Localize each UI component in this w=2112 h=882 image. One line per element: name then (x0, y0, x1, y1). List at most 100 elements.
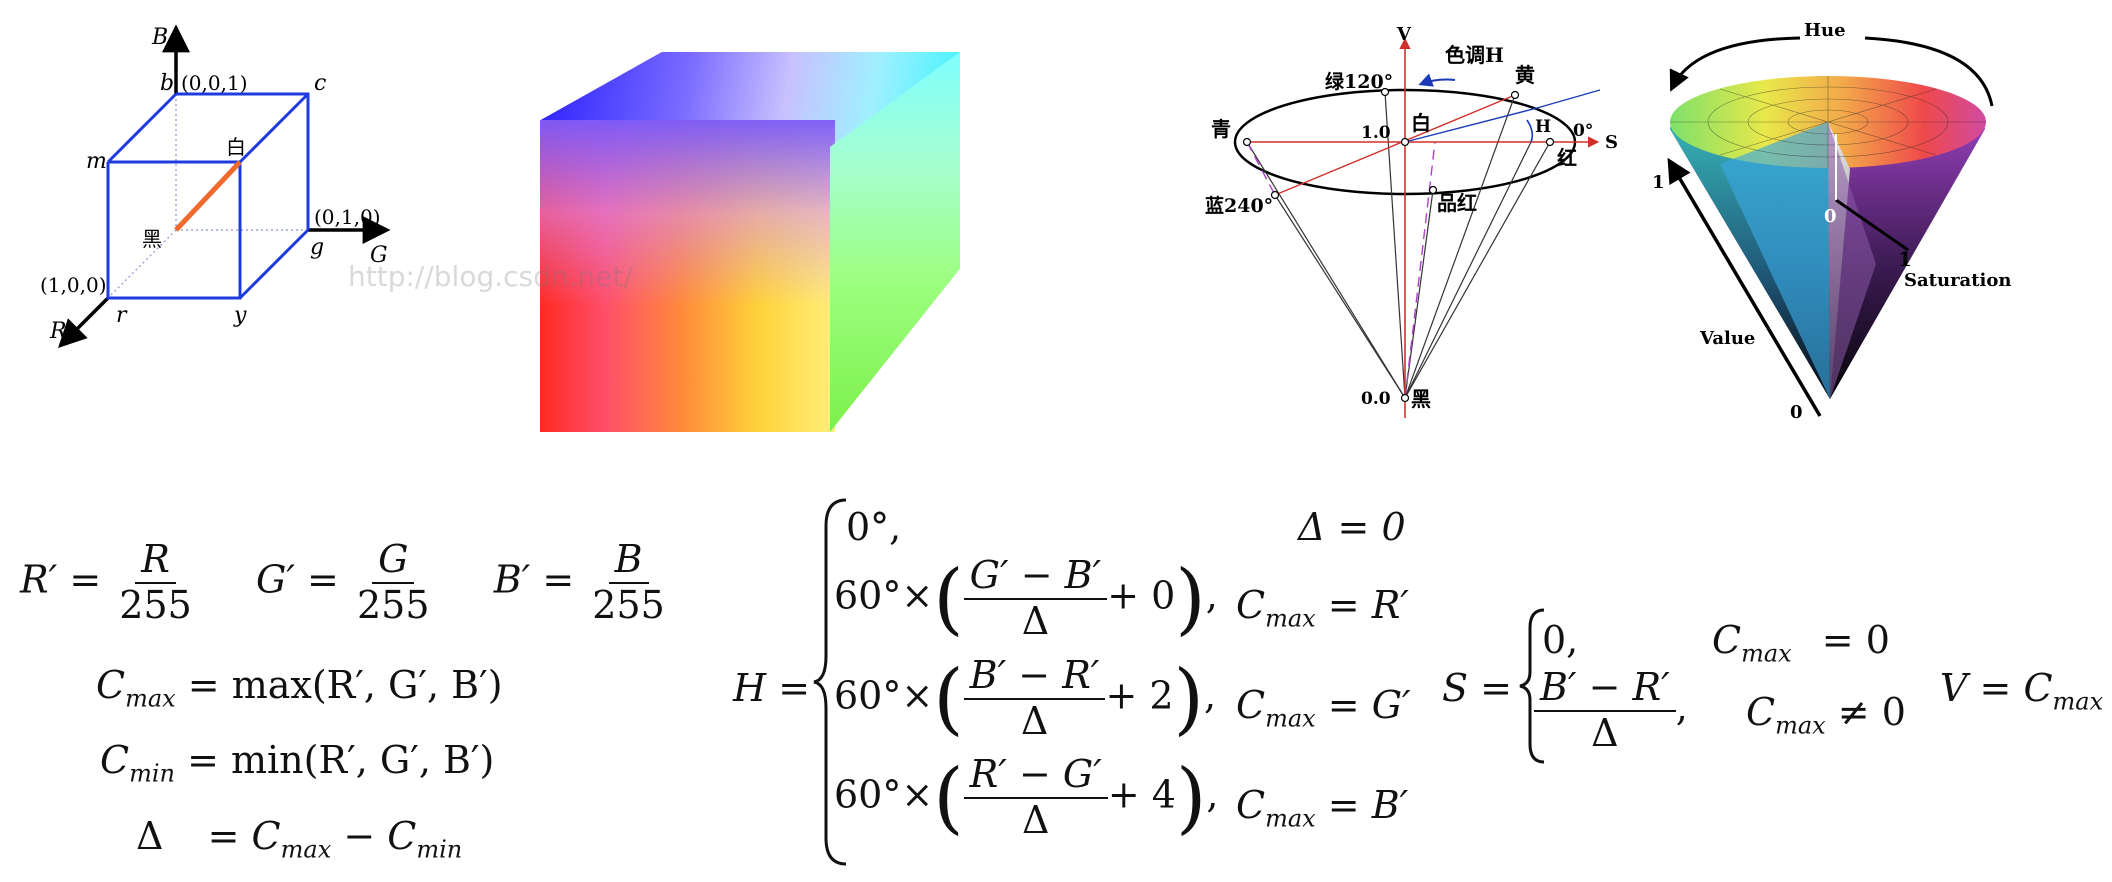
delta-formula: Δ = Cmax − Cmin (136, 814, 462, 864)
hue-h-small: H (1535, 117, 1551, 137)
sat-cond1-rhs: ≠ 0 (1837, 690, 1906, 734)
vertex-g-coord: (0,1,0) (314, 205, 381, 229)
g-axis-label: G (370, 243, 388, 268)
saturation-case-1: B′ − R′ Δ, (1534, 667, 1688, 755)
hue-cond3-cmax: C (1236, 783, 1266, 827)
hue-direction-arrow (1418, 73, 1456, 87)
cmax-rhs: = max(R′, G′, B′) (187, 663, 503, 707)
saturation-cond-1: Cmax ≠ 0 (1746, 690, 1906, 740)
delta-rhs-cmin: − C (331, 814, 417, 858)
hue-case1-prefix: 60°× (834, 573, 934, 618)
white-label: 白 (226, 135, 246, 159)
v-axis-label: V (1396, 24, 1412, 45)
value-bottom-label: 0.0 (1361, 389, 1391, 409)
magenta-label: 品红 (1437, 191, 1477, 215)
saturation-label: Saturation (1904, 270, 2011, 291)
hue-case3-prefix: 60°× (834, 772, 934, 817)
hue-case3-denominator: Δ (1022, 797, 1050, 842)
b-axis-label: B (151, 25, 168, 50)
b-denominator: 255 (592, 582, 665, 627)
normalization-formula: R′ = R 255 G′ = G 255 B′ = B 255 (20, 539, 671, 627)
hue-cond3-rhs: = B′ (1327, 783, 1409, 827)
vertex-y-label: y (233, 303, 247, 328)
vertex-dots (1242, 87, 1555, 403)
saturation-fraction: B′ − R′ Δ (1534, 667, 1676, 755)
cube-front-face (540, 120, 835, 432)
hue-cond1-sub: max (1265, 604, 1316, 633)
hue-case2-denominator: Δ (1020, 698, 1049, 743)
center-zero-label: 0 (1824, 206, 1837, 227)
hue-case2-numerator: B′ − R′ (963, 655, 1106, 700)
hue-case-3: 60°×(R′ − G′ Δ + 4), (834, 752, 1219, 843)
paren-open: ( (933, 553, 964, 644)
hsv-cone-diagram: Hue 1 0 1 Saturation Value 0 (1652, 20, 2011, 423)
hsv-hexcone-diagram: V S 色调H 绿120° 黄 青 1.0 白 H 0° 红 蓝240° 品红 … (1205, 24, 1618, 418)
cyan-label: 青 (1211, 117, 1231, 141)
hue-cond3-sub: max (1265, 804, 1316, 833)
cmin-formula: Cmin = min(R′, G′, B′) (100, 738, 494, 788)
value-label: Value (1699, 328, 1755, 349)
hue-case1-numerator: G′ − B′ (963, 555, 1108, 600)
hue-cond2-cmax: C (1236, 683, 1266, 727)
g-fraction: G 255 (351, 539, 436, 627)
sat-cond0-cmax: C (1712, 618, 1742, 662)
cone-lines (1246, 91, 1551, 399)
red-label: 红 (1557, 146, 1577, 170)
vertex-b-coord: (0,0,1) (181, 71, 248, 95)
hue-vector (1404, 107, 1538, 143)
hue-cond-1: Cmax = R′ (1236, 583, 1409, 633)
value-one-label: 1 (1652, 172, 1665, 193)
vertex-c-label: c (314, 71, 326, 96)
watermark-text: http://blog.csdn.net/ (348, 260, 633, 293)
yellow-label: 黄 (1515, 63, 1535, 87)
r-denominator: 255 (119, 582, 192, 627)
saturation-case-0: 0, (1542, 618, 1579, 662)
sat-cond0-rhs: = 0 (1821, 618, 1890, 662)
cmax-subscript: max (125, 684, 176, 713)
saturation-cond-0: Cmax = 0 (1712, 618, 1890, 668)
hue-case-2: 60°×(B′ − R′ Δ + 2), (834, 653, 1217, 744)
sat-cond1-cmax: C (1746, 690, 1776, 734)
hue-cond2-sub: max (1265, 704, 1316, 733)
vertex-r-coord: (1,0,0) (40, 273, 107, 297)
hue-case-0: 0°, (846, 505, 901, 549)
hue-brace (813, 498, 847, 866)
hue-cond-2: Cmax = G′ (1236, 683, 1411, 733)
g-numerator: G (372, 539, 415, 584)
hue-case2-add: + 2 (1105, 673, 1174, 718)
black-label: 黑 (142, 227, 162, 251)
hue-cond1-cmax: C (1236, 583, 1266, 627)
vertex-r-label: r (116, 303, 128, 328)
value-formula: V = Cmax (1940, 666, 2103, 716)
saturation-numerator: B′ − R′ (1534, 667, 1676, 712)
hue-case-1: 60°×(G′ − B′ Δ + 0), (834, 553, 1218, 644)
s-axis-label: S (1605, 132, 1618, 153)
g-prime-lhs: G′ = (255, 557, 339, 602)
hidden-edges (107, 94, 308, 299)
paren-close: ) (1175, 752, 1207, 843)
g-denominator: 255 (356, 582, 430, 627)
cmax-symbol: C (96, 663, 126, 707)
hue-case2-fraction: B′ − R′ Δ (963, 655, 1106, 743)
white-label: 白 (1411, 111, 1431, 135)
sat-cond1-sub: max (1775, 711, 1826, 740)
saturation-denominator: Δ (1591, 710, 1619, 755)
red-degree-label: 0° (1573, 121, 1593, 141)
rgb-color-cube-image (540, 52, 960, 432)
hue-angle-arc (1526, 119, 1534, 143)
r-fraction: R 255 (113, 539, 198, 627)
delta-sub-min: min (416, 835, 463, 864)
hue-case2-prefix: 60°× (834, 673, 934, 718)
paren-close: ) (1173, 653, 1204, 744)
hue-case1-denominator: Δ (1021, 598, 1050, 643)
hue-lhs: H = (733, 666, 811, 710)
dashed-lines (1246, 141, 1436, 399)
green-label: 绿120° (1325, 70, 1393, 93)
hue-cond-0: Δ = 0 (1298, 505, 1406, 549)
cube-edges (106, 92, 310, 300)
delta-rhs-cmax: = C (207, 814, 281, 858)
vertex-g-label: g (310, 235, 324, 260)
value-zero-label: 0 (1790, 402, 1803, 423)
sat-cond0-sub: max (1741, 639, 1792, 668)
saturation-brace (1519, 608, 1545, 764)
